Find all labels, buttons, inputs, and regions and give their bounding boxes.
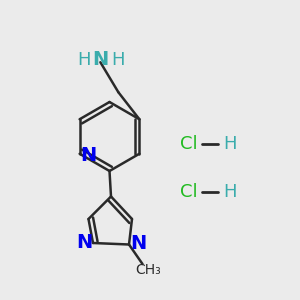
Text: H: H [224, 183, 237, 201]
Text: N: N [80, 146, 96, 165]
Text: H: H [224, 135, 237, 153]
Text: N: N [76, 233, 92, 252]
Text: N: N [130, 234, 146, 254]
Text: N: N [92, 50, 109, 69]
Text: H: H [77, 51, 91, 69]
Text: H: H [111, 51, 124, 69]
Text: Cl: Cl [180, 183, 198, 201]
Text: Cl: Cl [180, 135, 198, 153]
Text: CH₃: CH₃ [136, 263, 161, 277]
